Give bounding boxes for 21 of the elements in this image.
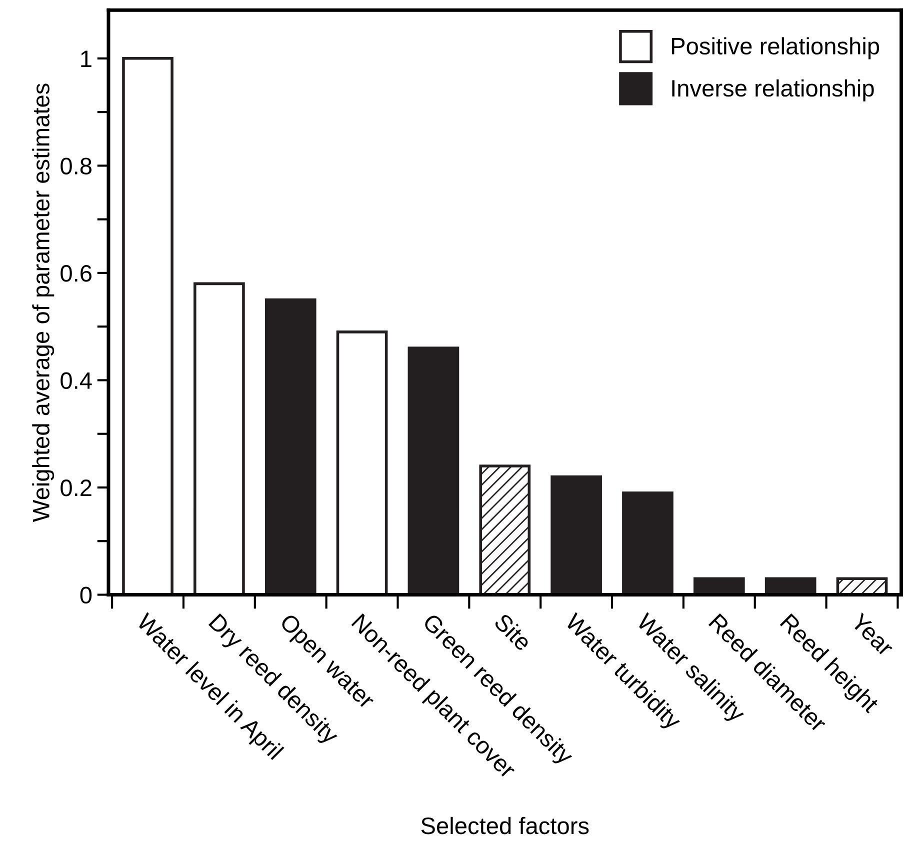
x-axis-title: Selected factors	[421, 816, 589, 834]
bar	[693, 577, 745, 595]
bar	[550, 475, 602, 595]
y-tick-label: 0.6	[60, 265, 92, 282]
y-tick-label: 0.8	[60, 158, 92, 174]
legend-label: Inverse relationship	[672, 79, 874, 102]
y-tick-label: 1	[81, 50, 92, 67]
bar	[479, 464, 531, 595]
legend-label: Positive relationship	[672, 37, 880, 60]
bar	[122, 57, 174, 595]
x-tick-label: Site	[493, 612, 533, 652]
bar	[336, 330, 388, 595]
y-axis-title: Weighted average of parameter estimates	[32, 84, 54, 522]
bar	[194, 282, 245, 595]
y-tick-label: 0.2	[60, 480, 92, 496]
bar	[764, 577, 816, 595]
bar	[264, 298, 316, 595]
bar	[408, 346, 460, 595]
y-tick-label: 0	[80, 586, 92, 604]
bar	[622, 491, 674, 595]
y-tick-label: 0.4	[60, 372, 92, 389]
